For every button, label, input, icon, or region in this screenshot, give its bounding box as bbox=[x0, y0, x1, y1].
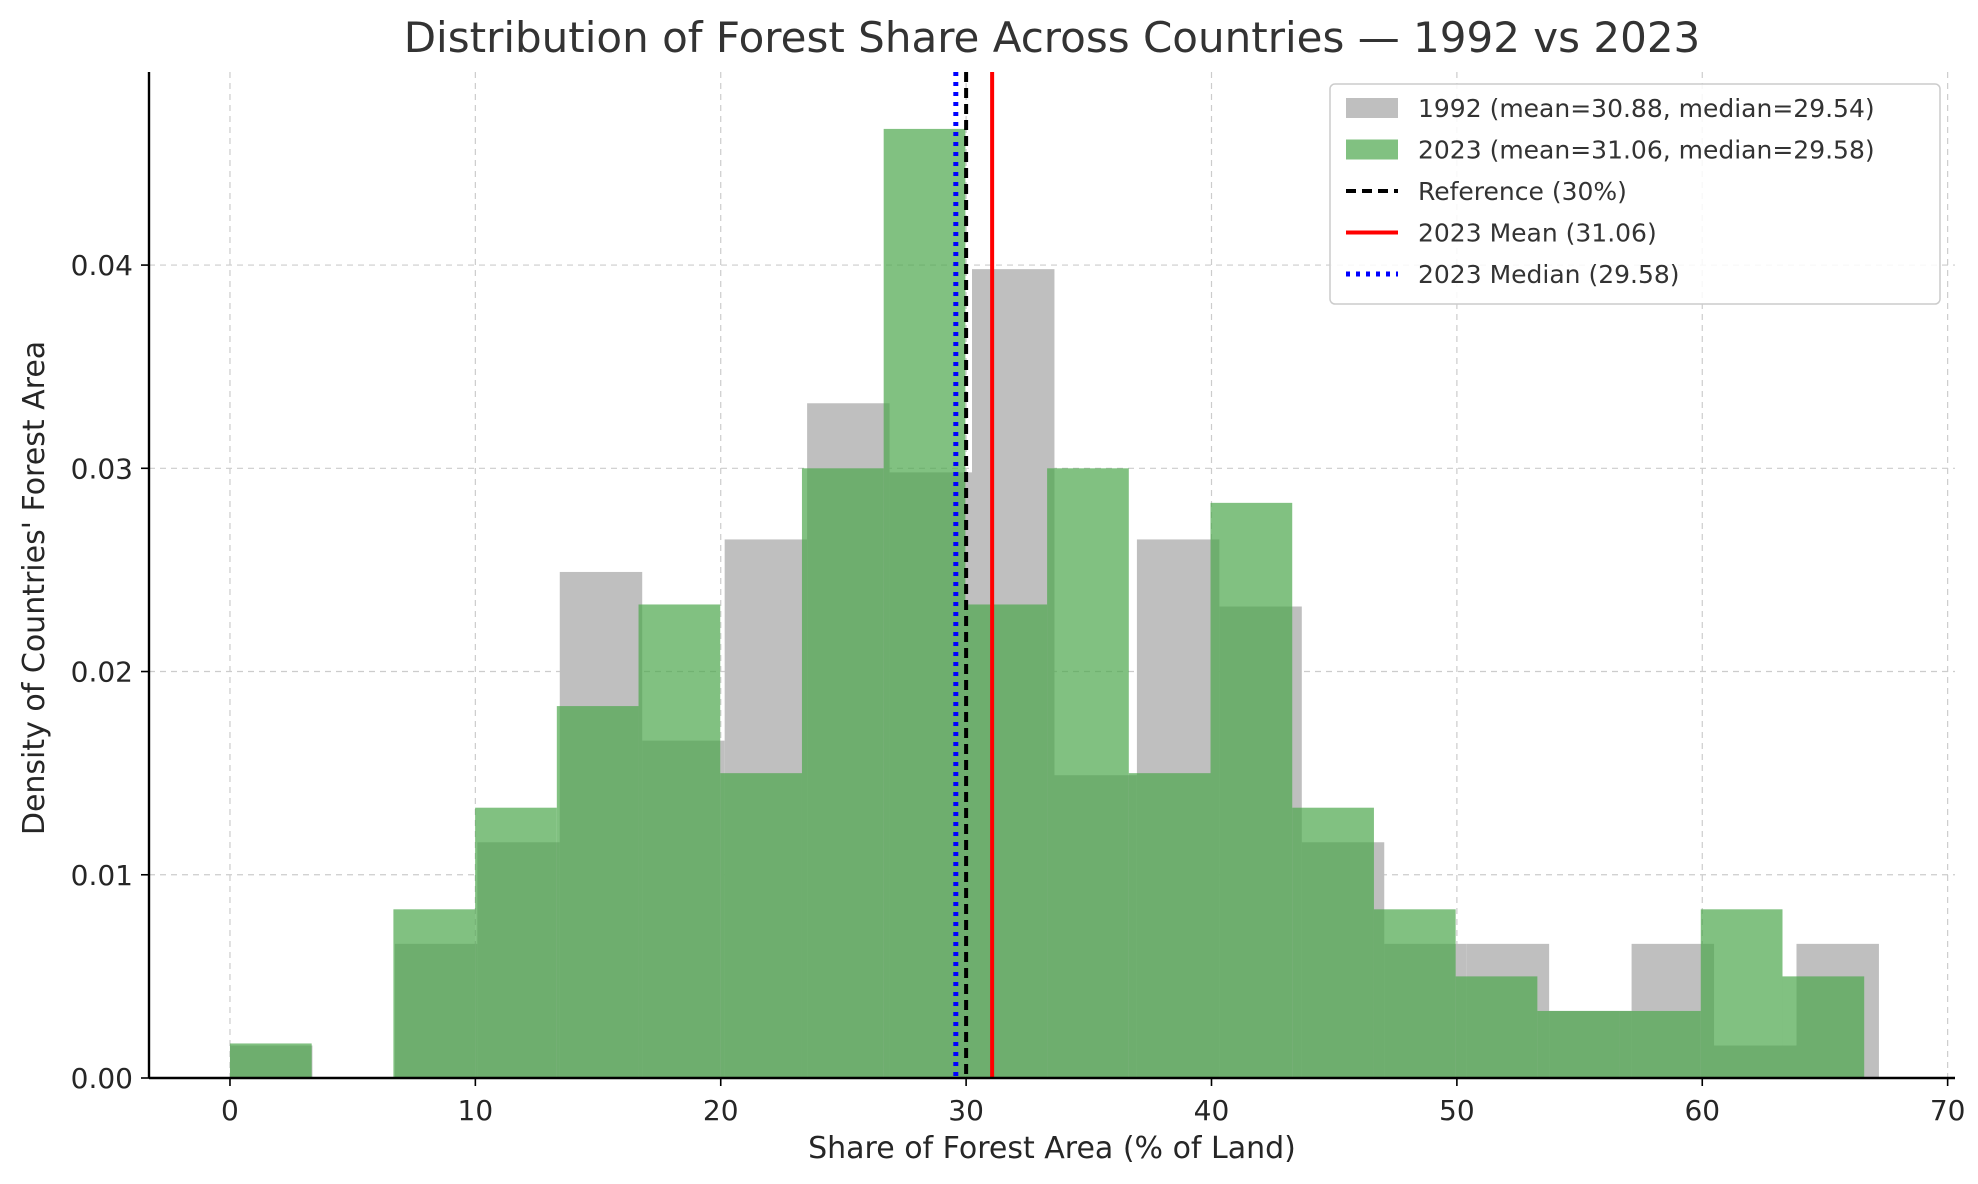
axes-layer: 0 10 20 30 40 50 60 70 0.00 0.01 0.02 0.03 0.04 bbox=[71, 72, 1966, 1127]
x-tick-label: 70 bbox=[1930, 1094, 1966, 1127]
bar-2023-bin-0 bbox=[229, 1043, 312, 1078]
bar-2023-bin-15 bbox=[1455, 976, 1538, 1078]
legend-item-reference-label: Reference (30%) bbox=[1418, 177, 1627, 206]
bar-2023-bin-13 bbox=[1292, 807, 1374, 1078]
bar-2023-bin-10 bbox=[1047, 468, 1129, 1078]
bar-2023-bin-9 bbox=[965, 604, 1048, 1078]
y-axis-label: Density of Countries' Forest Area bbox=[17, 341, 52, 835]
bar-2023-bin-11 bbox=[1128, 773, 1211, 1078]
x-tick-label: 10 bbox=[458, 1094, 494, 1127]
legend-item-2023-swatch bbox=[1346, 139, 1398, 160]
bar-2023-bin-18 bbox=[1700, 909, 1783, 1078]
legend: 1992 (mean=30.88, median=29.54) 2023 (mea… bbox=[1329, 83, 1941, 305]
bar-2023-bin-3 bbox=[475, 807, 557, 1078]
bar-2023-bin-19 bbox=[1782, 976, 1865, 1078]
x-tick-label: 60 bbox=[1684, 1094, 1720, 1127]
y-tick-label: 0.01 bbox=[71, 859, 133, 892]
x-tick-label: 0 bbox=[221, 1094, 239, 1127]
legend-item-mean-label: 2023 Mean (31.06) bbox=[1418, 219, 1657, 248]
bar-2023-bin-7 bbox=[801, 468, 884, 1078]
bar-2023-bin-16 bbox=[1537, 1010, 1620, 1078]
bar-2023-bin-5 bbox=[638, 604, 721, 1078]
x-tick-label: 30 bbox=[948, 1094, 984, 1127]
bar-2023-bin-17 bbox=[1619, 1010, 1701, 1078]
y-tick-label: 0.03 bbox=[71, 452, 133, 485]
y-tick-label: 0.00 bbox=[71, 1062, 133, 1095]
x-tick-label: 40 bbox=[1194, 1094, 1230, 1127]
legend-item-1992-label: 1992 (mean=30.88, median=29.54) bbox=[1418, 94, 1875, 123]
y-tick-label: 0.04 bbox=[71, 249, 133, 282]
bar-2023-bin-4 bbox=[556, 706, 639, 1078]
legend-item-2023-label: 2023 (mean=31.06, median=29.58) bbox=[1418, 136, 1875, 165]
x-axis-label: Share of Forest Area (% of Land) bbox=[808, 1131, 1296, 1166]
reference-lines bbox=[953, 72, 995, 1078]
bar-2023-bin-14 bbox=[1373, 909, 1456, 1078]
legend-item-median-label: 2023 Median (29.58) bbox=[1418, 260, 1680, 289]
bar-2023-bin-12 bbox=[1210, 502, 1293, 1078]
x-tick-label: 50 bbox=[1439, 1094, 1475, 1127]
legend-item-1992-swatch bbox=[1346, 98, 1398, 118]
bar-2023-bin-8 bbox=[883, 128, 966, 1079]
chart-title: Distribution of Forest Share Across Coun… bbox=[404, 13, 1701, 62]
legend-box bbox=[1329, 83, 1941, 305]
bar-2023-bin-2 bbox=[393, 909, 476, 1078]
x-tick-label: 20 bbox=[703, 1094, 739, 1127]
bars-2023-series bbox=[229, 128, 1865, 1079]
y-tick-label: 0.02 bbox=[71, 656, 133, 689]
bar-2023-bin-6 bbox=[720, 773, 802, 1078]
